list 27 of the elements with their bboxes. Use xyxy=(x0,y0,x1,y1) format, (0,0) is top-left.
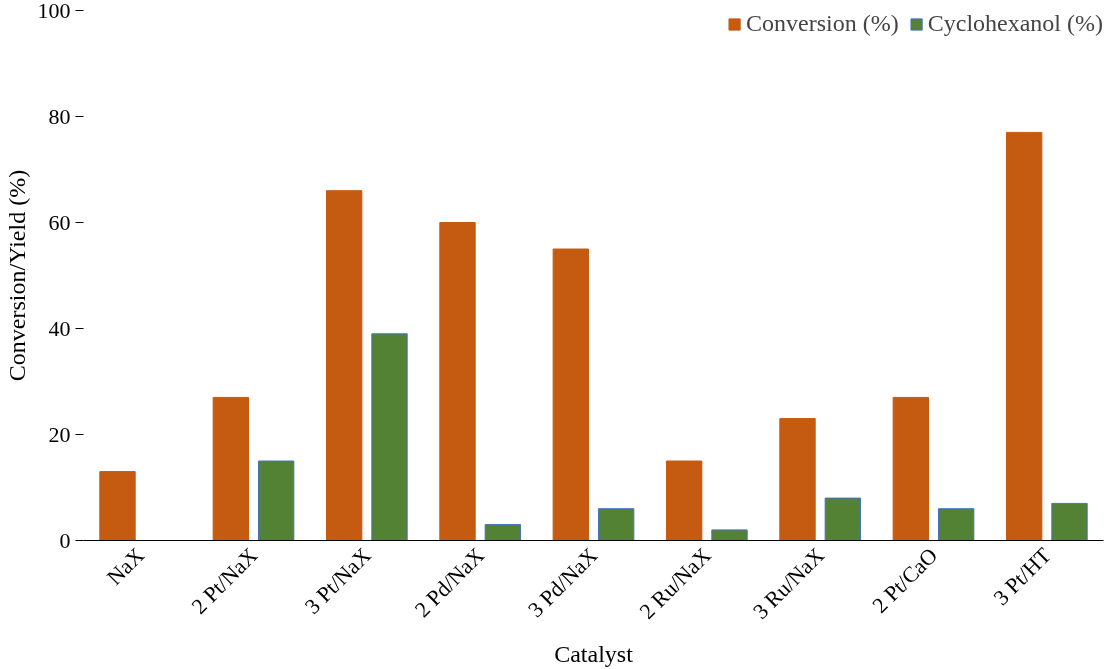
bar xyxy=(99,471,136,541)
bar xyxy=(325,190,363,541)
bar xyxy=(212,396,250,541)
y-tick-label: 40 xyxy=(48,315,71,341)
bar xyxy=(1051,502,1088,541)
y-tick-label: 60 xyxy=(48,209,71,235)
bar xyxy=(484,524,522,541)
bar xyxy=(824,497,862,541)
bar xyxy=(665,460,703,541)
y-axis-title: Conversion/Yield (%) xyxy=(3,169,30,382)
legend-label: Cyclohexanol (%) xyxy=(927,10,1103,37)
bar xyxy=(439,222,476,541)
bar xyxy=(779,418,816,541)
bar xyxy=(597,508,635,541)
y-tick-label: 0 xyxy=(59,527,71,553)
y-tick-label: 20 xyxy=(48,421,71,447)
bar xyxy=(892,396,930,541)
y-tick-label: 100 xyxy=(37,0,71,23)
bar xyxy=(257,460,295,541)
bar xyxy=(371,333,408,541)
legend-label: Conversion (%) xyxy=(746,10,899,37)
bar xyxy=(552,248,590,541)
bar xyxy=(937,508,975,541)
bar xyxy=(711,529,748,541)
bar xyxy=(1005,131,1043,541)
y-tick-label: 80 xyxy=(48,103,71,129)
x-axis-title: Catalyst xyxy=(554,640,634,667)
